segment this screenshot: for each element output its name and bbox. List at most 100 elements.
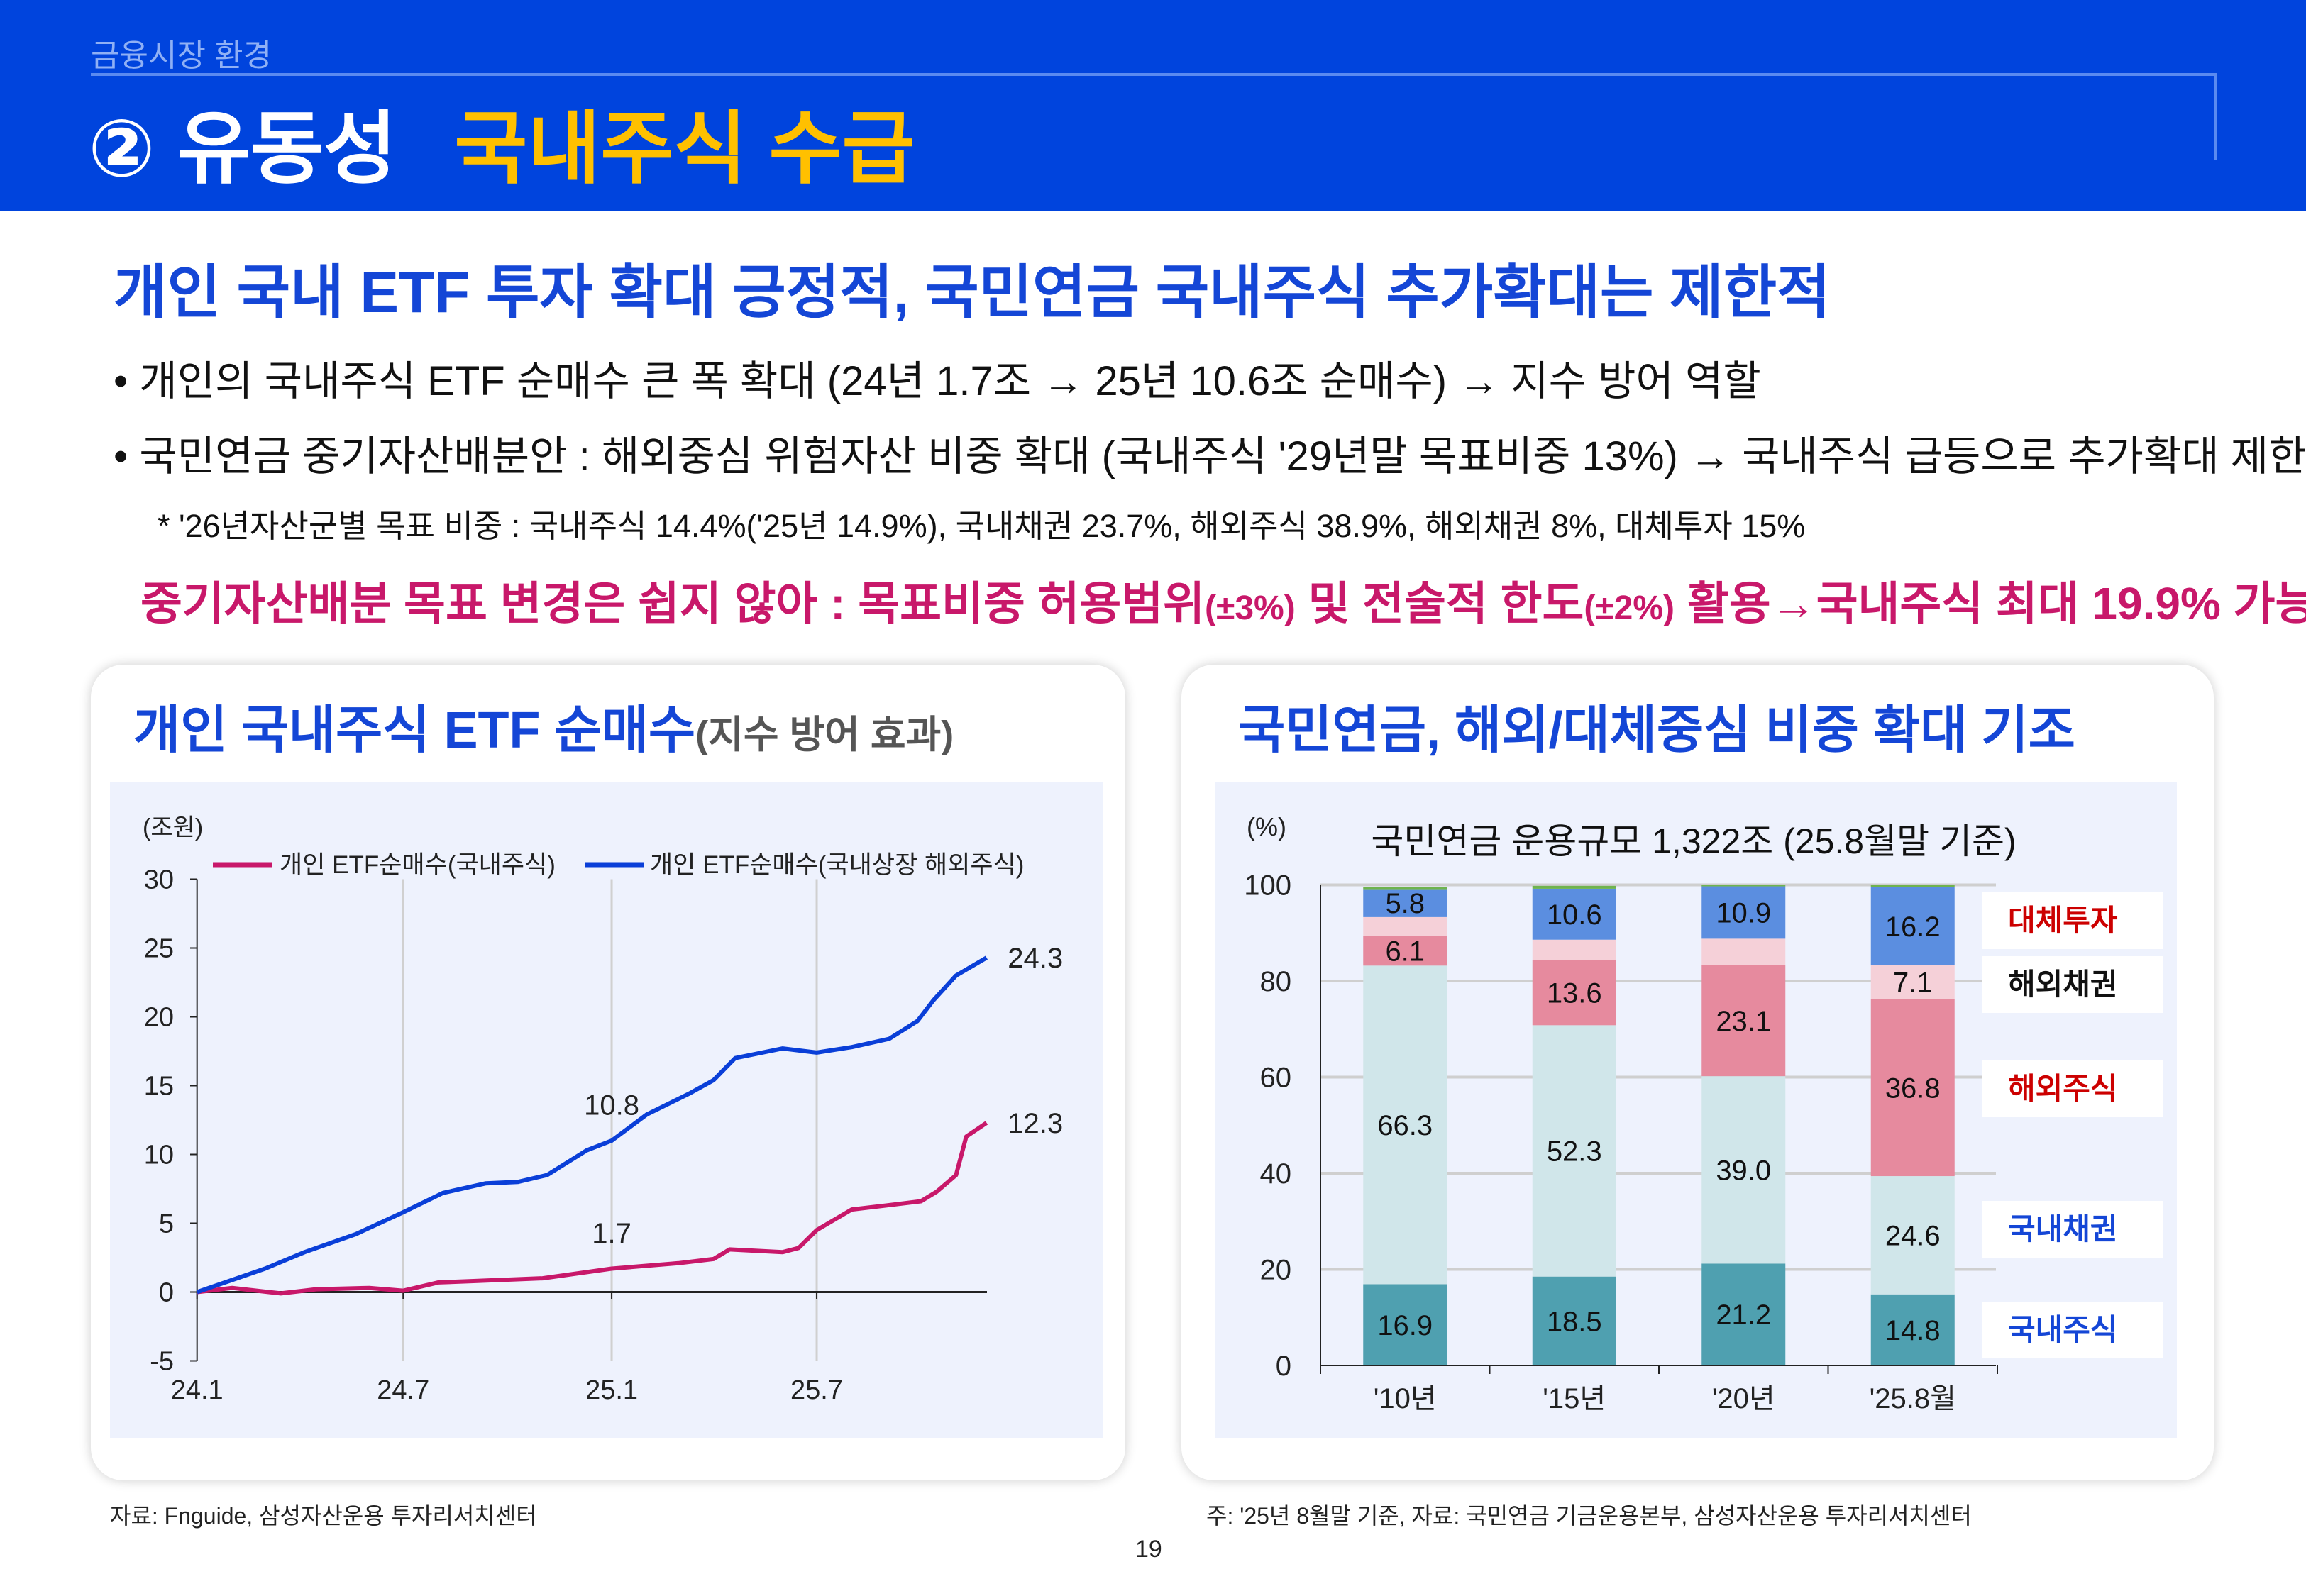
bar-value-label: 21.2 xyxy=(1716,1299,1771,1331)
category-label: '25.8월 xyxy=(1870,1383,1956,1414)
bar-segment-해외주식 xyxy=(1701,965,1786,1077)
bar-segment-other xyxy=(1363,887,1447,890)
bar-segment-국내주식 xyxy=(1363,1284,1447,1365)
bar-value-label: 16.9 xyxy=(1377,1310,1433,1341)
bullet-etf: • 개인의 국내주식 ETF 순매수 큰 폭 확대 (24년 1.7조 → 25… xyxy=(114,358,1761,404)
bar-segment-대체투자 xyxy=(1870,887,1955,965)
data-label: 1.7 xyxy=(592,1218,631,1249)
legend-label: 국내채권 xyxy=(2008,1212,2118,1246)
bar-value-label: 6.1 xyxy=(1385,936,1425,968)
header-divider xyxy=(91,73,2217,76)
header-divider-vertical xyxy=(2214,73,2217,160)
bar-value-label: 7.1 xyxy=(1893,968,1933,999)
x-tick-label: 25.7 xyxy=(790,1375,843,1405)
y-tick-label: 100 xyxy=(1244,870,1291,902)
data-label: 24.3 xyxy=(1008,943,1063,974)
bullet-nps: • 국민연금 중기자산배분안 : 해외중심 위험자산 비중 확대 (국내주식 '… xyxy=(114,433,2306,480)
data-label: 12.3 xyxy=(1008,1108,1063,1139)
callout-range: (±3%) xyxy=(1205,589,1296,627)
bar-segment-국내주식 xyxy=(1701,1263,1786,1365)
unit-label: (조원) xyxy=(143,814,203,841)
bar-segment-해외채권 xyxy=(1701,938,1786,965)
bar-segment-해외주식 xyxy=(1532,960,1616,1026)
legend-box xyxy=(1982,892,2163,949)
bar-segment-해외채권 xyxy=(1363,916,1447,936)
y-tick-label: 0 xyxy=(1276,1351,1291,1382)
y-tick-label: 5 xyxy=(159,1209,174,1239)
y-tick-label: -5 xyxy=(150,1347,174,1377)
callout-text: 활용→국내주식 최대 19.9% 가능 xyxy=(1675,578,2306,629)
legend-label: 국내주식 xyxy=(2008,1313,2118,1346)
bar-value-label: 16.2 xyxy=(1885,911,1941,943)
bar-segment-해외채권 xyxy=(1532,939,1616,960)
callout-text: 및 전술적 한도 xyxy=(1295,578,1584,629)
title-sub: 국내주식 수급 xyxy=(454,104,915,193)
legend-label: 해외주식 xyxy=(2008,1072,2118,1105)
callout-text: 중기자산배분 목표 변경은 쉽지 않아 : 목표비중 허용범위 xyxy=(140,578,1206,629)
category-label: '15년 xyxy=(1543,1383,1606,1414)
nps-stacked-bar-chart: (%) 국민연금 운용규모 1,322조 (25.8월말 기준) 0 20 40 60 80… xyxy=(1244,812,2163,1414)
bar-segment-국내채권 xyxy=(1532,1025,1616,1277)
page-title: ② 유동성 국내주식 수급 xyxy=(88,105,915,192)
y-tick-label: 25 xyxy=(144,934,174,964)
bar-value-label: 13.6 xyxy=(1547,977,1602,1009)
bar-value-label: 18.5 xyxy=(1547,1306,1602,1337)
x-tick-label: 25.1 xyxy=(585,1375,638,1405)
legend-box xyxy=(1982,1302,2163,1358)
bar-segment-국내채권 xyxy=(1363,965,1447,1285)
callout: 중기자산배분 목표 변경은 쉽지 않아 : 목표비중 허용범위(±3%) 및 전… xyxy=(140,567,2306,633)
y-tick-label: 20 xyxy=(144,1003,174,1033)
bar-value-label: 52.3 xyxy=(1547,1136,1602,1167)
bar-segment-해외채권 xyxy=(1870,965,1955,999)
bar-segment-해외주식 xyxy=(1870,999,1955,1177)
bar-segment-other xyxy=(1870,885,1955,887)
chart-title: 국민연금 운용규모 1,322조 (25.8월말 기준) xyxy=(1371,821,2016,861)
bar-value-label: 10.9 xyxy=(1716,897,1771,929)
source-right: 주: '25년 8월말 기준, 자료: 국민연금 기금운용본부, 삼성자산운용 … xyxy=(1206,1503,1972,1529)
legend-box xyxy=(1982,1201,2163,1258)
bar-value-label: 23.1 xyxy=(1716,1006,1771,1037)
category-label: '10년 xyxy=(1374,1383,1437,1414)
y-tick-label: 40 xyxy=(1260,1158,1292,1190)
y-tick-label: 30 xyxy=(144,865,174,895)
y-tick-label: 60 xyxy=(1260,1063,1292,1094)
headline: 개인 국내 ETF 투자 확대 긍정적, 국민연금 국내주식 추가확대는 제한적 xyxy=(114,260,1831,325)
card-subtitle: (지수 방어 효과) xyxy=(695,714,954,756)
nps-card-title: 국민연금, 해외/대체중심 비중 확대 기조 xyxy=(1238,702,2075,759)
category-label: '20년 xyxy=(1712,1383,1775,1414)
header-band xyxy=(0,0,2306,211)
card-title-text: 개인 국내주식 ETF 순매수 xyxy=(133,702,696,759)
callout-range: (±2%) xyxy=(1584,589,1675,627)
bar-value-label: 39.0 xyxy=(1716,1155,1771,1186)
legend-label: 대체투자 xyxy=(2008,904,2118,937)
etf-line-chart: (조원) 24.1 24.7 25.1 25.7 -5 0 5 10 15 20 25 30 개인 ETF… xyxy=(143,814,1063,1405)
bar-value-label: 5.8 xyxy=(1385,888,1425,919)
section-number: ② xyxy=(88,104,155,193)
bar-segment-국내주식 xyxy=(1870,1294,1955,1365)
bar-segment-국내채권 xyxy=(1870,1176,1955,1295)
x-tick-label: 24.1 xyxy=(171,1375,224,1405)
y-tick-label: 0 xyxy=(159,1278,174,1308)
y-tick-label: 10 xyxy=(144,1141,174,1170)
page-number: 19 xyxy=(1135,1536,1162,1563)
bar-value-label: 36.8 xyxy=(1885,1073,1941,1104)
series-line-1 xyxy=(196,955,988,1295)
bar-segment-대체투자 xyxy=(1701,886,1786,939)
bar-segment-other xyxy=(1532,885,1616,889)
etf-chart-area xyxy=(110,782,1103,1438)
y-tick-label: 80 xyxy=(1260,966,1292,997)
bar-segment-대체투자 xyxy=(1532,888,1616,940)
series-line-0 xyxy=(197,1121,988,1296)
legend-box xyxy=(1982,1060,2163,1117)
bar-segment-국내채권 xyxy=(1701,1076,1786,1264)
x-tick-label: 24.7 xyxy=(377,1375,429,1405)
bar-value-label: 10.6 xyxy=(1547,899,1602,931)
title-main: 유동성 xyxy=(177,104,397,193)
bar-value-label: 14.8 xyxy=(1885,1315,1941,1346)
unit-label: (%) xyxy=(1247,812,1286,841)
y-tick-label: 15 xyxy=(144,1072,174,1102)
source-left: 자료: Fnguide, 삼성자산운용 투자리서치센터 xyxy=(110,1503,537,1529)
target-weights-note: * '26년자산군별 목표 비중 : 국내주식 14.4%('25년 14.9%… xyxy=(158,508,1806,544)
bar-segment-국내주식 xyxy=(1532,1276,1616,1365)
bar-segment-해외주식 xyxy=(1363,936,1447,966)
